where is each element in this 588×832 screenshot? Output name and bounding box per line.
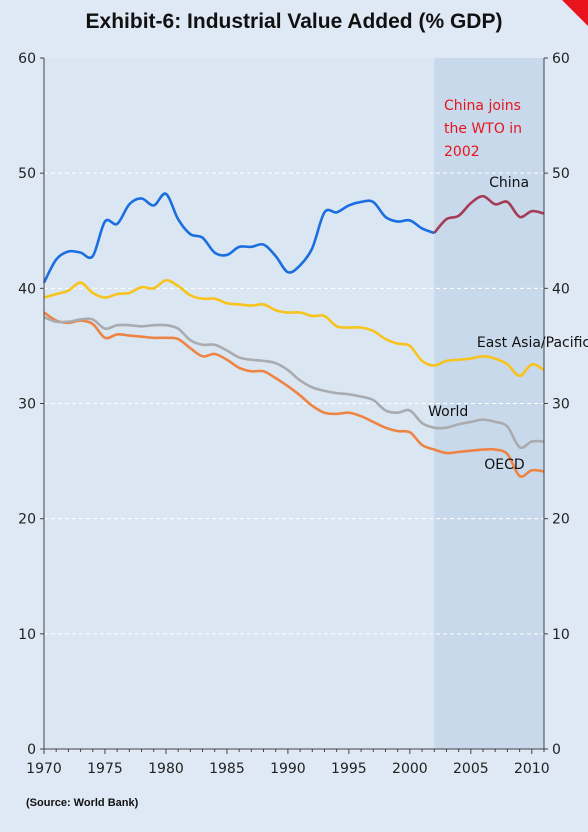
y2-tick-label: 40 <box>552 281 570 297</box>
y-tick-label: 0 <box>27 742 36 758</box>
wto-annotation-line: 2002 <box>444 144 480 160</box>
y-tick-label: 40 <box>18 281 36 297</box>
source-note: (Source: World Bank) <box>26 797 139 809</box>
series-line-east-asia-pacific <box>43 278 545 378</box>
y-tick-label: 20 <box>18 512 36 528</box>
series-label-east-asia-pacific: East Asia/Pacific <box>477 335 588 351</box>
x-tick-label: 2010 <box>514 761 550 777</box>
y2-tick-label: 20 <box>552 512 570 528</box>
x-tick-label: 2000 <box>392 761 428 777</box>
y2-tick-label: 0 <box>552 742 561 758</box>
y2-tick-label: 60 <box>552 51 570 67</box>
y2-tick-label: 30 <box>552 397 570 413</box>
series-line-china <box>42 192 435 284</box>
x-tick-label: 1980 <box>148 761 184 777</box>
series-line-china-post-wto <box>433 194 545 234</box>
series-line-oecd <box>43 311 545 478</box>
y2-tick-label: 10 <box>552 627 570 643</box>
chart-title: Exhibit-6: Industrial Value Added (% GDP… <box>85 10 503 33</box>
x-tick-label: 1990 <box>270 761 306 777</box>
series-label-oecd: OECD <box>484 457 524 473</box>
x-tick-label: 1970 <box>26 761 62 777</box>
series-line-world <box>43 315 545 450</box>
x-tick-label: 1995 <box>331 761 367 777</box>
x-tick-label: 2005 <box>453 761 489 777</box>
series-label-china: China <box>489 175 529 191</box>
x-tick-label: 1975 <box>87 761 123 777</box>
wto-annotation-line: China joins <box>444 98 521 114</box>
y2-tick-label: 50 <box>552 166 570 182</box>
y-tick-label: 60 <box>18 51 36 67</box>
corner-flag <box>562 0 588 26</box>
series-label-world: World <box>428 404 468 420</box>
x-tick-label: 1985 <box>209 761 245 777</box>
y-tick-label: 50 <box>18 166 36 182</box>
wto-annotation-line: the WTO in <box>444 121 522 137</box>
y-tick-label: 10 <box>18 627 36 643</box>
y-tick-label: 30 <box>18 397 36 413</box>
